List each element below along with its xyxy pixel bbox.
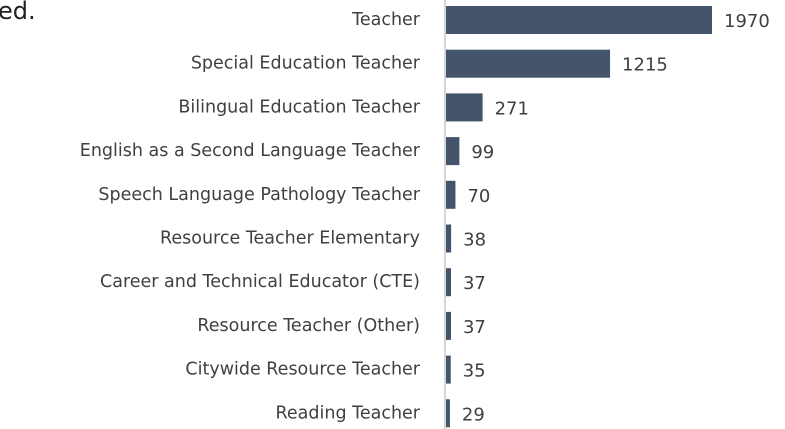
- annotation: ed.: [0, 0, 36, 25]
- category-label: Resource Teacher (Other): [197, 316, 420, 336]
- value-label: 38: [463, 230, 486, 251]
- value-label: 37: [463, 273, 486, 294]
- category-label: Resource Teacher Elementary: [160, 229, 420, 249]
- value-label: 35: [463, 361, 486, 382]
- bar: [446, 268, 451, 297]
- value-label: 271: [495, 98, 529, 119]
- bar: [446, 355, 451, 384]
- bar: [446, 224, 452, 253]
- category-label: Special Education Teacher: [191, 54, 421, 74]
- bar: [446, 311, 451, 340]
- category-label: Citywide Resource Teacher: [185, 360, 420, 380]
- bar: [446, 137, 460, 166]
- bar: [446, 49, 611, 78]
- value-label: 37: [463, 317, 486, 338]
- bar: [446, 399, 450, 428]
- category-label: English as a Second Language Teacher: [80, 141, 421, 161]
- category-label: Bilingual Education Teacher: [178, 97, 420, 117]
- value-label: 29: [462, 404, 485, 425]
- bar: [446, 6, 712, 34]
- value-label: 99: [471, 142, 494, 163]
- value-label: 1215: [622, 55, 668, 76]
- category-label: Teacher: [351, 10, 421, 30]
- category-label: Speech Language Pathology Teacher: [98, 185, 420, 205]
- value-label: 70: [467, 186, 490, 207]
- bar: [446, 180, 456, 209]
- category-label: Reading Teacher: [276, 403, 421, 423]
- category-label: Career and Technical Educator (CTE): [100, 272, 420, 292]
- value-label: 1970: [724, 11, 770, 32]
- bar: [446, 93, 483, 122]
